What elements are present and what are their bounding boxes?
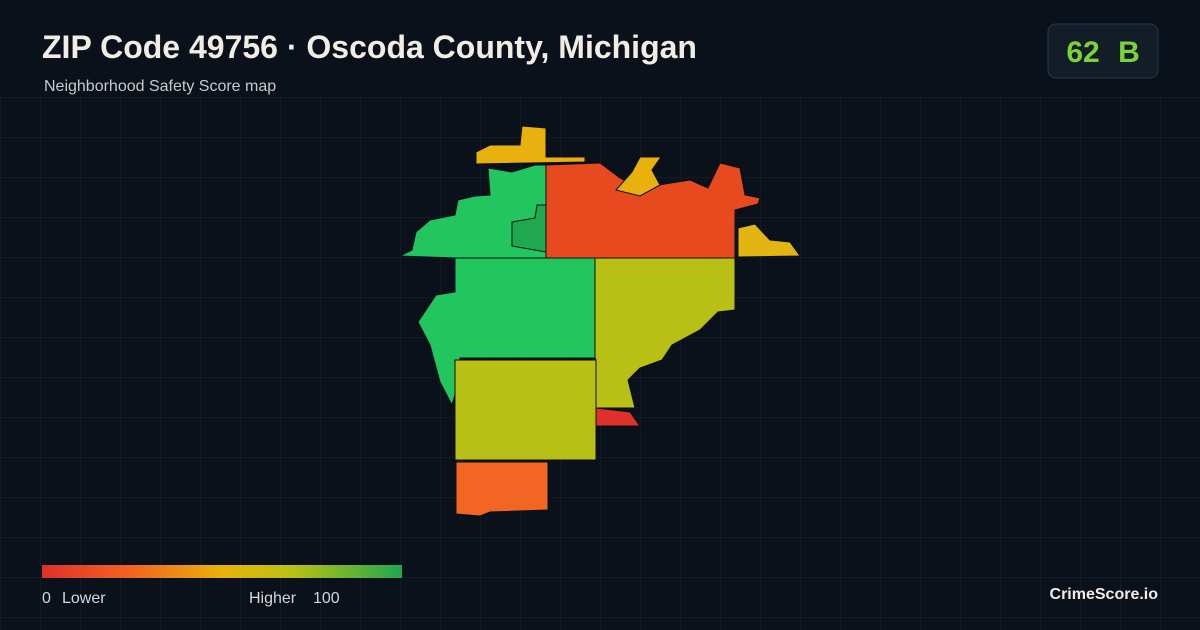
zip-map: [399, 125, 801, 517]
legend-max-label: Higher: [249, 590, 297, 607]
region: [595, 407, 641, 427]
region: [737, 223, 801, 258]
legend-max: 100: [313, 590, 340, 607]
region: [475, 125, 586, 165]
title: ZIP Code 49756 · Oscoda County, Michigan: [42, 29, 697, 65]
badge-score: 62: [1066, 36, 1099, 69]
region: [454, 359, 597, 461]
badge-box: [1047, 23, 1159, 79]
legend-min-label: Lower: [62, 590, 106, 607]
legend: 0 Lower Higher 100: [42, 565, 402, 607]
region: [455, 461, 549, 517]
brand: CrimeScore.io: [1050, 586, 1159, 603]
legend-scale: [42, 565, 402, 578]
score-badge: 62 B: [1047, 23, 1159, 79]
region: [399, 164, 547, 259]
badge-grade: B: [1118, 36, 1140, 69]
subtitle: Neighborhood Safety Score map: [44, 78, 276, 95]
legend-min: 0: [42, 590, 51, 607]
region: [615, 156, 662, 197]
